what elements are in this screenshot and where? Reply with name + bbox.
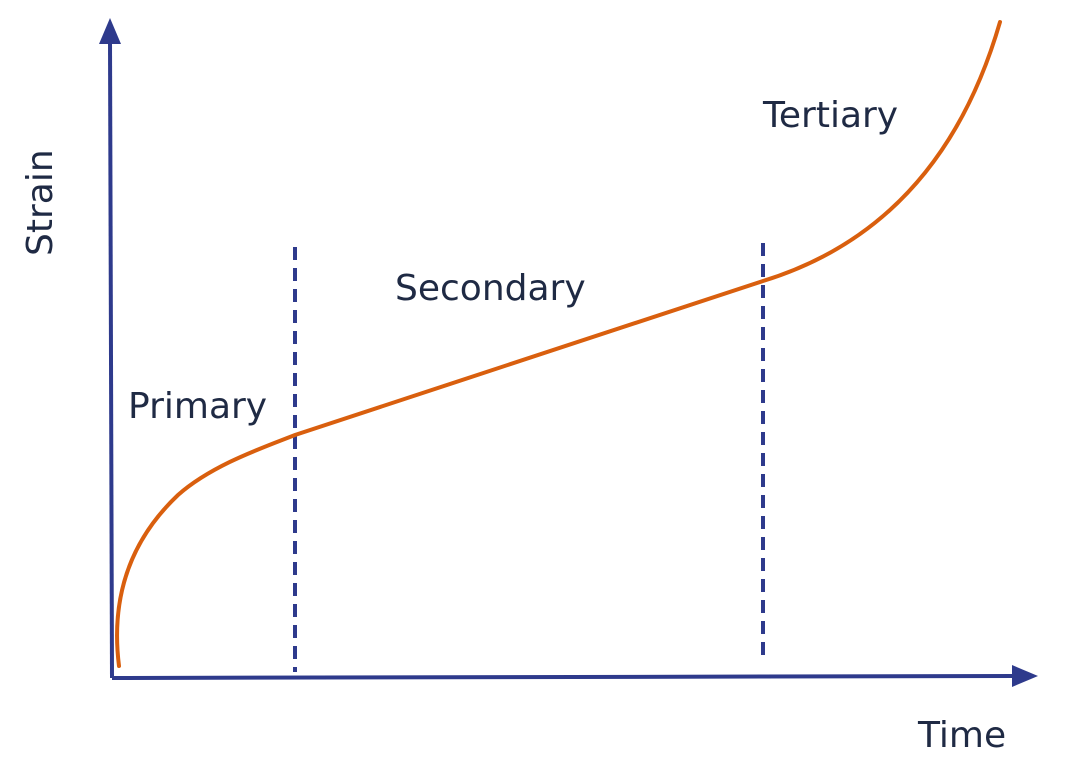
x-axis-line: [111, 674, 1015, 680]
y-axis-arrowhead: [99, 18, 121, 44]
x-axis-arrowhead: [1012, 665, 1038, 687]
secondary-label: Secondary: [395, 268, 586, 309]
creep-curve: [115, 20, 1002, 668]
y-axis-line: [108, 39, 114, 679]
tertiary-label: Tertiary: [762, 95, 898, 136]
axes: [99, 18, 1038, 687]
x-axis-label: Time: [917, 715, 1006, 756]
primary-label: Primary: [128, 386, 267, 427]
y-axis-label: Strain: [20, 149, 61, 256]
